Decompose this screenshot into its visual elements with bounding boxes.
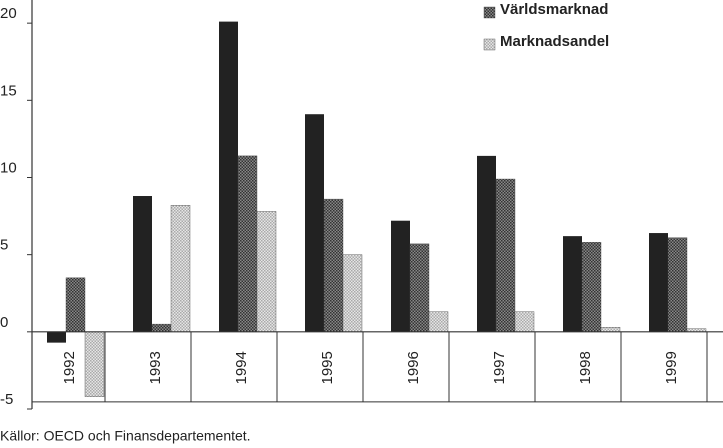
bar: [84, 331, 105, 397]
bar: [256, 211, 277, 333]
bar: [563, 236, 582, 332]
bar: [219, 21, 238, 332]
x-tick-label: 1999: [663, 351, 680, 384]
bar: [323, 198, 344, 333]
bar: [170, 205, 191, 333]
x-tick-label: 1992: [61, 351, 78, 384]
bar: [667, 237, 688, 333]
legend-swatch: [483, 6, 496, 19]
x-tick-label: 1997: [491, 351, 508, 384]
y-tick-label: 20: [0, 5, 17, 22]
bar: [649, 233, 668, 332]
bar: [409, 243, 430, 333]
x-tick-label: 1998: [577, 351, 594, 384]
x-tick-label: 1995: [319, 351, 336, 384]
bar: [342, 254, 363, 333]
legend-text: Marknadsandel: [500, 33, 609, 50]
legend-swatch: [483, 38, 496, 51]
x-tick-label: 1993: [147, 351, 164, 384]
legend-text: Världsmarknad: [500, 1, 608, 18]
bar: [581, 242, 602, 333]
bar: [151, 323, 172, 333]
bar: [514, 311, 535, 333]
bar: [600, 327, 621, 333]
y-tick-label: 5: [0, 237, 8, 254]
bar: [133, 196, 152, 332]
y-tick-label: 0: [0, 314, 8, 331]
bar: [495, 178, 516, 333]
y-tick-label: 10: [0, 159, 17, 176]
bar: [391, 220, 410, 332]
source-note: Källor: OECD och Finansdepartementet.: [0, 428, 251, 444]
y-tick-label: 15: [0, 82, 17, 99]
bar: [47, 331, 66, 343]
y-tick-label: -5: [0, 391, 13, 408]
x-tick-label: 1994: [233, 351, 250, 384]
bar: [305, 114, 324, 332]
x-tick-label: 1996: [405, 351, 422, 384]
bar: [65, 277, 86, 333]
bar: [477, 155, 496, 332]
bar: [428, 311, 449, 333]
bar: [237, 155, 258, 333]
